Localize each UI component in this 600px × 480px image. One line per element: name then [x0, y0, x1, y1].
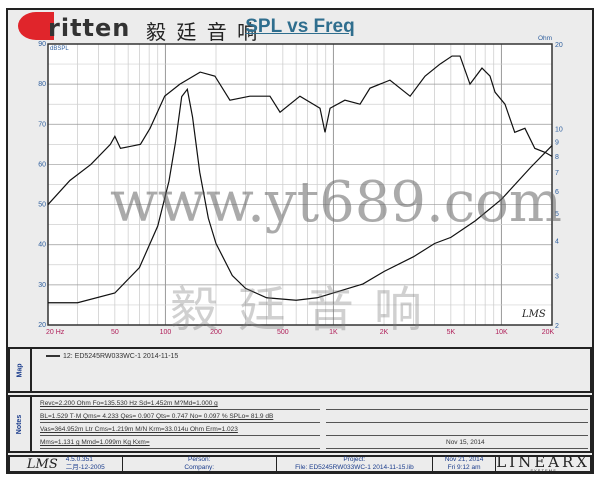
- y2-tick-label: 2: [555, 323, 559, 330]
- y2-tick-label: 9: [555, 139, 559, 146]
- footer: LMS 4.5.0.351 二月-12-2005 Person: Company: P…: [8, 452, 592, 473]
- note-line-right: [326, 425, 588, 436]
- note-line: Vas=364.952m Ltr Cms=1.219m M/N Krm=33.0…: [40, 425, 320, 436]
- plot-border: [47, 43, 553, 326]
- lms-signature: LMS: [521, 309, 546, 320]
- brand-logo: ritten 毅 廷 音 响: [18, 10, 257, 44]
- legend-line-swatch: [46, 355, 60, 358]
- y2-tick-label: 5: [555, 211, 559, 218]
- legend-entry-text: 12: ED5245RW033WC-1 2014-11-15: [63, 353, 179, 360]
- chart-title: SPL vs Freq: [245, 16, 355, 37]
- x-tick-label: 10K: [495, 329, 508, 336]
- y2-axis-label: Ohm: [538, 35, 552, 42]
- note-line: BL=1.529 T·M Qms= 4.233 Qes= 0.907 Qts= …: [40, 412, 320, 423]
- watermark-url: www.yt689.com: [110, 170, 562, 235]
- impedance-curve: [48, 87, 553, 304]
- x-tick-label: 200: [210, 329, 222, 336]
- file-name: File: ED5245RW033WC-1 2014-11-15.lib: [295, 464, 414, 471]
- x-tick-label: 100: [160, 329, 172, 336]
- y-tick-label: 30: [38, 282, 46, 289]
- logo-chinese: 毅 廷 音 响: [146, 20, 260, 44]
- logo-word: ritten: [48, 14, 131, 42]
- note-line: Mms=1.131 g Mmd=1.099m Kg Kxm=: [40, 438, 320, 449]
- notes-label: Notes: [16, 414, 24, 434]
- note-line-right: [326, 412, 588, 423]
- spl-chart: 20 Hz 50 100 200 500 1K 2K 5K 10K 20K 20 30 40 50 60 70…: [38, 35, 563, 336]
- linearx-sub: S Y S T E M S: [530, 467, 556, 473]
- x-tick-label: 5K: [447, 329, 456, 336]
- version: 4.5.0.351: [65, 456, 93, 463]
- watermark-chinese: 毅廷音响: [170, 282, 443, 338]
- logo-e-mark: [18, 12, 54, 40]
- x-tick-label: 20 Hz: [46, 329, 65, 336]
- y2-tick-label: 20: [555, 42, 563, 49]
- y2-tick-label: 3: [555, 274, 559, 281]
- y-tick-label: 80: [38, 81, 46, 88]
- note-line: Revc=2.200 Ohm Fo=135.530 Hz Sd=1.452m M…: [40, 399, 320, 410]
- x-tick-label: 20K: [542, 329, 555, 336]
- time: Fri 9:12 am: [447, 464, 481, 471]
- y-tick-label: 20: [38, 322, 46, 329]
- spl-curve: [47, 55, 553, 205]
- note-line-right: [326, 399, 588, 410]
- x-tick-label: 500: [277, 329, 289, 336]
- y-tick-label: 60: [38, 161, 46, 168]
- y2-tick-label: 7: [555, 170, 559, 177]
- map-panel: Map 12: ED5245RW033WC-1 2014-11-15: [8, 347, 592, 393]
- x-tick-label: 1K: [329, 329, 338, 336]
- project-label: Project:: [343, 456, 366, 463]
- lms-logo: LMS: [26, 456, 58, 472]
- x-tick-label: 2K: [380, 329, 389, 336]
- y2-tick-label: 4: [555, 238, 559, 245]
- build-date: 二月-12-2005: [65, 464, 105, 471]
- y2-tick-label: 6: [555, 189, 559, 196]
- y-tick-label: 40: [38, 242, 46, 249]
- y-tick-label: 50: [38, 202, 46, 209]
- note-line-right: Nov 15, 2014: [326, 438, 588, 449]
- map-label: Map: [16, 363, 24, 377]
- y2-tick-label: 10: [555, 127, 563, 134]
- person-label: Person:: [188, 456, 211, 463]
- x-tick-label: 50: [111, 329, 119, 336]
- linearx-logo: LINEARX: [496, 452, 590, 471]
- y2-tick-label: 8: [555, 154, 559, 161]
- y-tick-label: 70: [38, 121, 46, 128]
- company-label: Company:: [184, 464, 215, 471]
- y-tick-label: 90: [38, 41, 46, 48]
- date: Nov 21, 2014: [444, 456, 484, 463]
- y-axis-label: dBSPL: [50, 46, 69, 52]
- notes-panel: Notes Revc=2.200 Ohm Fo=135.530 Hz Sd=1.…: [8, 395, 592, 453]
- legend-entry: 12: ED5245RW033WC-1 2014-11-15: [46, 353, 178, 360]
